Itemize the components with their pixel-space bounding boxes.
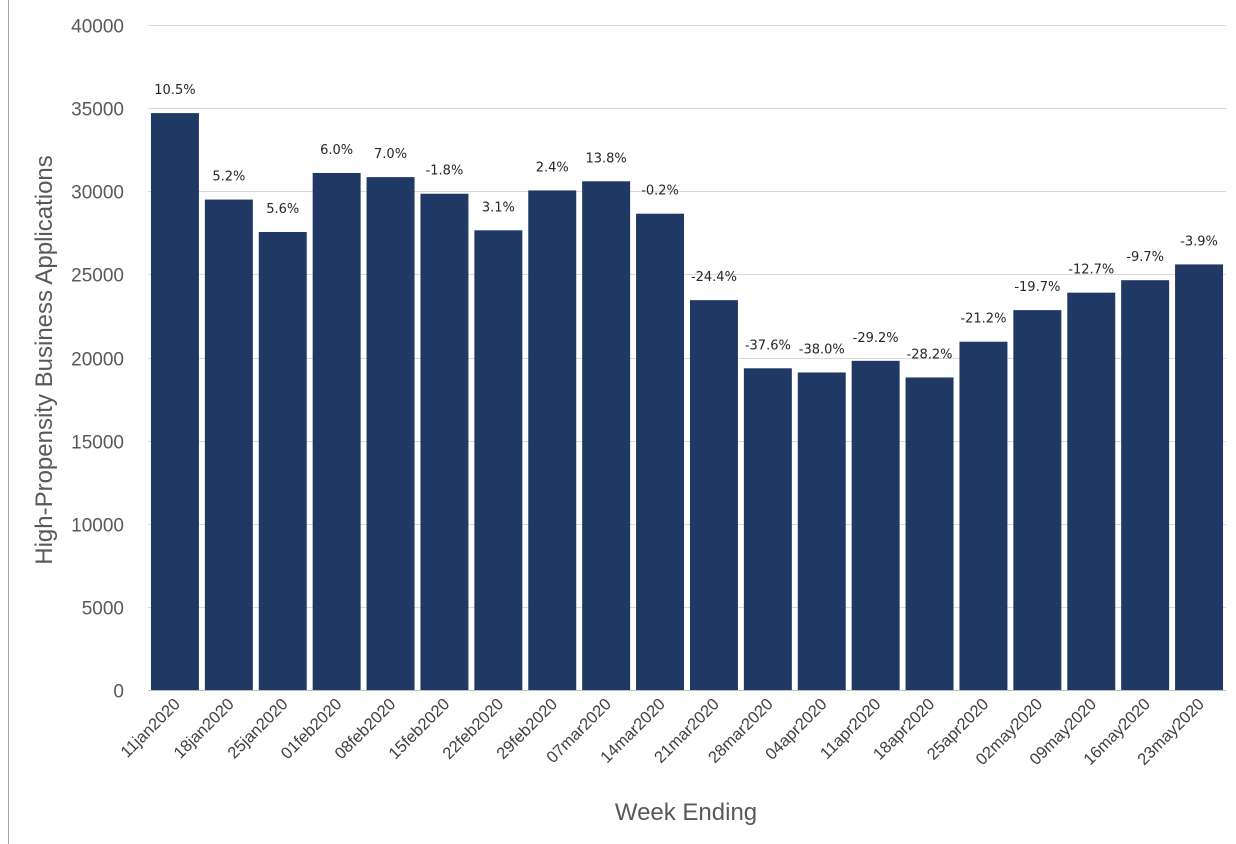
- bar: [528, 190, 577, 690]
- gridlines: [148, 25, 1226, 608]
- bar: [420, 193, 469, 690]
- data-label: 6.0%: [320, 143, 353, 158]
- bars: [150, 113, 1224, 691]
- y-tick-label: 20000: [71, 350, 124, 371]
- data-label: -21.2%: [960, 312, 1006, 327]
- y-tick-label: 15000: [71, 433, 124, 454]
- data-label: 7.0%: [374, 147, 407, 162]
- data-label: -1.8%: [426, 164, 464, 179]
- y-tick-label: 30000: [71, 183, 124, 204]
- data-label: 3.1%: [482, 200, 515, 215]
- data-label: -12.7%: [1068, 263, 1114, 278]
- y-tick-label: 5000: [82, 599, 124, 620]
- y-tick-label: 10000: [71, 516, 124, 537]
- bar: [959, 341, 1008, 690]
- data-label: -19.7%: [1014, 280, 1060, 295]
- data-label: 5.6%: [266, 202, 299, 217]
- data-label: 2.4%: [536, 160, 569, 175]
- x-axis-ticks: 11jan202018jan202025jan202001feb202008fe…: [117, 695, 1207, 769]
- bar: [797, 372, 846, 690]
- bar: [366, 177, 415, 690]
- data-label: -9.7%: [1126, 250, 1164, 265]
- data-label: -28.2%: [907, 347, 953, 362]
- bar: [1013, 310, 1062, 690]
- data-label: -3.9%: [1180, 234, 1218, 249]
- data-label: -29.2%: [853, 331, 899, 346]
- y-axis-title: High-Propensity Business Applications: [31, 155, 58, 565]
- data-labels: 10.5% 5.2% 5.6% 6.0% 7.0% -1.8% 3.1% 2.4% 13.8% -…: [154, 83, 1218, 362]
- y-tick-label: 25000: [71, 266, 124, 287]
- bar: [905, 377, 954, 690]
- data-label: -38.0%: [799, 342, 845, 357]
- data-label: 13.8%: [585, 151, 626, 166]
- bar: [1067, 292, 1116, 690]
- data-label: 10.5%: [154, 83, 195, 98]
- data-label: -0.2%: [641, 184, 679, 199]
- y-tick-label: 40000: [71, 17, 124, 38]
- bar: [743, 368, 792, 690]
- y-tick-label: 35000: [71, 100, 124, 121]
- x-axis-title: Week Ending: [615, 799, 757, 826]
- bar: [204, 199, 253, 690]
- data-label: 5.2%: [212, 170, 245, 185]
- bar: [474, 230, 523, 690]
- bar: [689, 300, 738, 690]
- y-axis-ticks: 0 5000 10000 15000 20000 25000 30000 35000 40000: [71, 17, 124, 703]
- bar: [312, 172, 361, 690]
- data-label: -37.6%: [745, 338, 791, 353]
- bar: [258, 231, 307, 690]
- bar: [1175, 264, 1224, 690]
- data-label: -24.4%: [691, 270, 737, 285]
- bar: [636, 213, 685, 690]
- bar: [851, 360, 900, 690]
- bar: [1121, 280, 1170, 690]
- y-tick-label: 0: [113, 682, 124, 703]
- bar: [582, 181, 631, 690]
- bar: [150, 113, 199, 691]
